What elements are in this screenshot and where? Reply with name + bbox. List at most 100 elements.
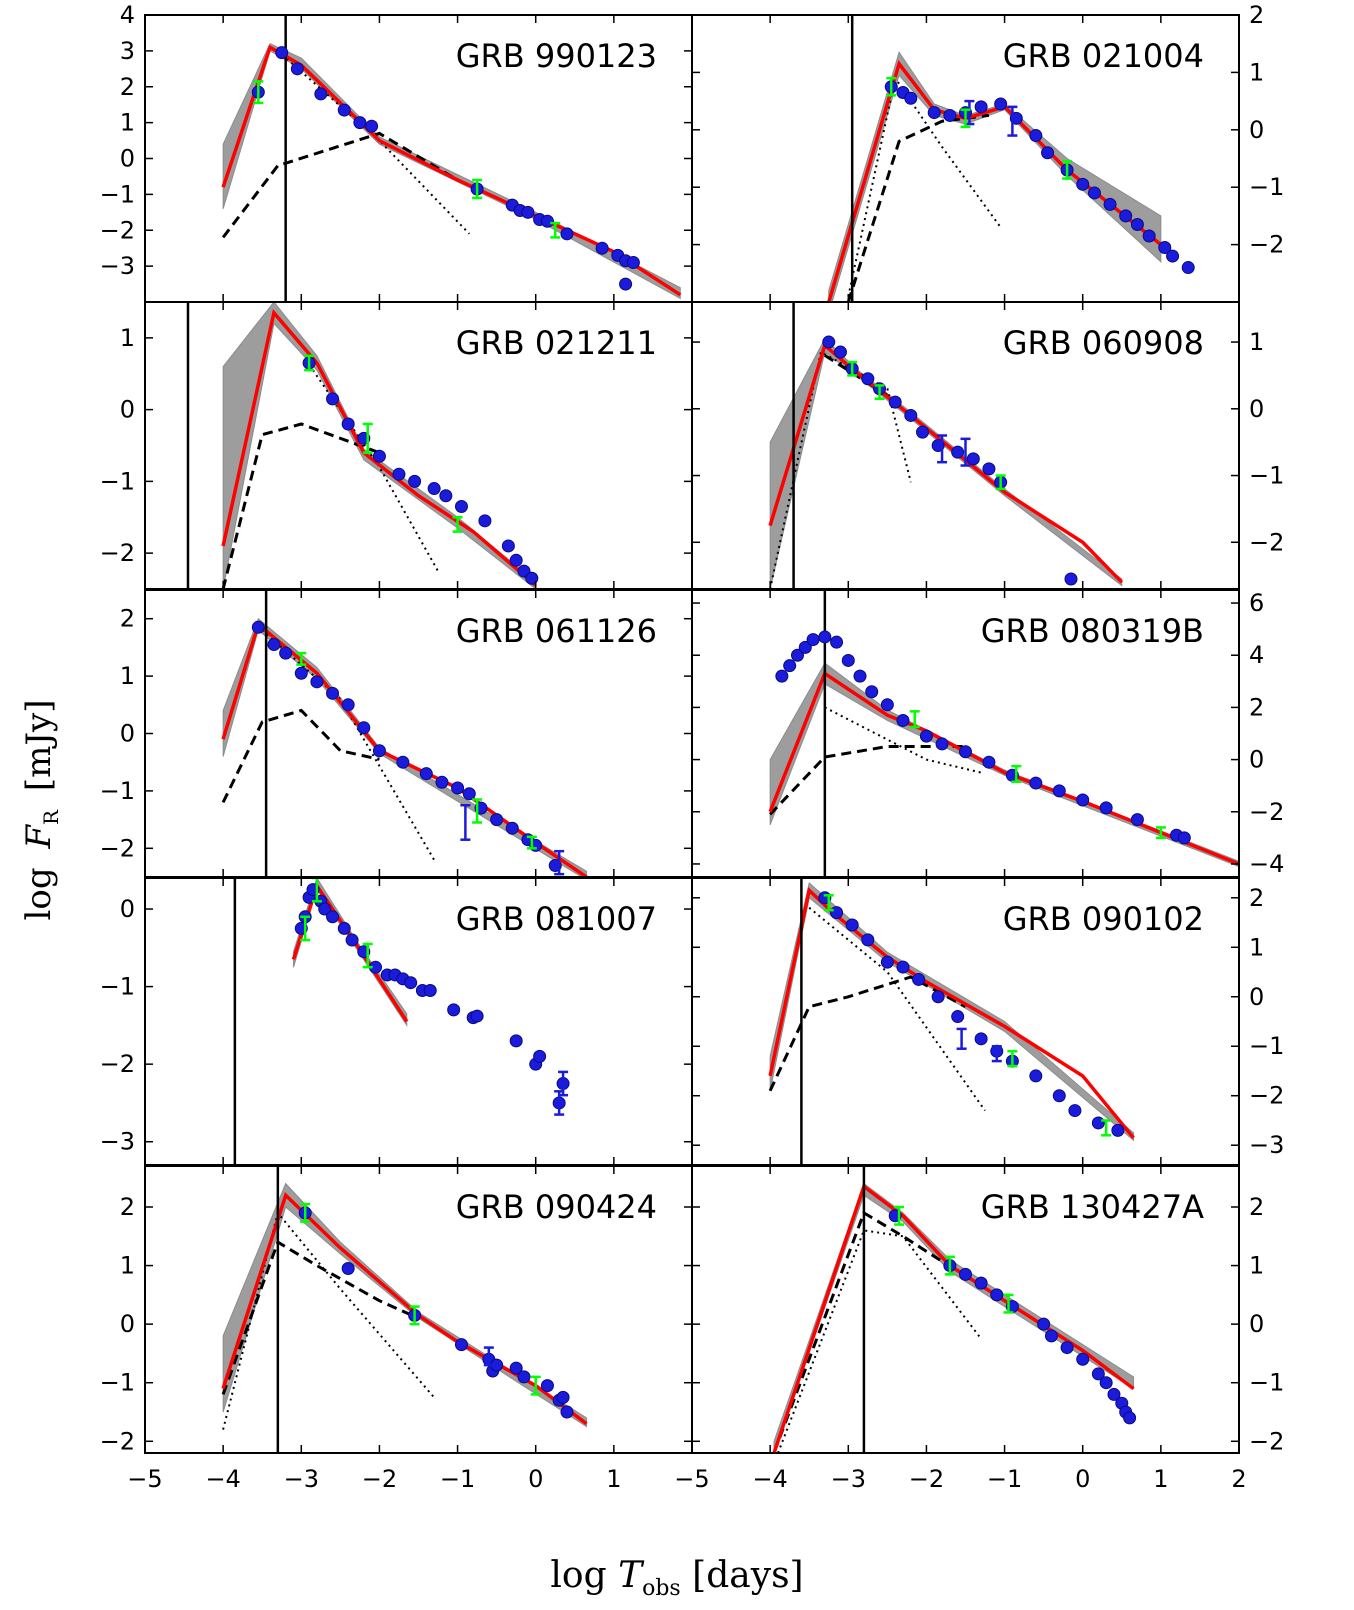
dashed-component-line [221,708,380,804]
data-point [830,635,844,649]
y-tick-label: −2 [1249,528,1284,556]
data-point [556,1390,570,1404]
panel-grb-021004: GRB 021004 −2 −1 0 1 2 [691,1,1284,303]
data-point [251,620,265,634]
data-point [560,227,574,241]
y-tick-label: 2 [120,73,135,101]
data-point [626,256,640,270]
plot-area [221,1166,588,1453]
y-tick-label: 1 [120,662,135,690]
x-tick-label: −2 [362,1465,397,1493]
data-point [1111,1123,1125,1137]
y-tick-label: −2 [100,834,135,862]
data-point [525,571,539,585]
data-point [326,686,340,700]
panel-grb-021211: GRB 021211 −2 −1 0 1 [100,301,693,590]
data-point [1068,1104,1082,1118]
data-point [326,392,340,406]
panel-title: GRB 021211 [456,324,657,362]
data-point [279,646,293,660]
data-point [1064,572,1078,586]
x-tick-label: −5 [127,1465,162,1493]
panel-grb-090102: GRB 090102 −3 −2 −1 0 1 2 [691,877,1284,1166]
y-tick-label: −1 [1249,173,1284,201]
data-point [959,745,972,759]
data-point [408,474,422,488]
data-point [462,787,476,801]
data-point [372,744,386,758]
panel-grb-080319b: GRB 080319B −4 −2 0 2 4 6 [691,589,1284,878]
data-point [830,906,844,920]
data-point [1029,776,1043,790]
y-tick-label: 1 [120,109,135,137]
data-point [357,721,371,735]
data-point [365,119,379,133]
best-fit-line [768,670,1239,866]
data-point [392,467,406,481]
data-point [326,910,340,924]
data-point [927,106,941,120]
data-point [490,813,504,827]
data-point [540,1379,554,1393]
data-point [404,976,418,990]
y-tick-label: 0 [120,396,135,424]
data-point [959,1267,972,1281]
y-tick-label: −2 [100,1050,135,1078]
data-point [439,489,453,503]
data-point [1130,218,1144,232]
data-point [423,983,437,997]
panel-title: GRB 021004 [1003,37,1204,75]
data-point [294,666,308,680]
data-point [353,116,367,130]
dashed-component-line [221,131,459,239]
data-point [861,372,875,386]
y-tick-label: 1 [120,324,135,352]
y-tick-label: −3 [100,252,135,280]
y-tick-label: 2 [120,1193,135,1221]
x-tick-label: 2 [1231,1465,1246,1493]
data-point [1091,1116,1105,1130]
y-tick-label: 1 [1249,328,1264,356]
data-point [931,990,945,1004]
panel-title: GRB 081007 [456,900,657,938]
y-tick-label: 0 [120,895,135,923]
data-point [470,1009,484,1023]
y-tick-label: −2 [100,539,135,567]
dotted-component-line [769,350,912,589]
best-fit-line [772,1183,1135,1453]
y-tick-label: −2 [100,216,135,244]
data-point [1052,784,1066,798]
data-point [1044,1329,1058,1343]
data-point [501,539,515,553]
data-point [822,335,836,349]
dotted-component-line [847,75,1002,297]
data-point [1181,261,1195,275]
y-tick-label: 0 [1249,746,1264,774]
data-point [966,452,980,466]
data-point [517,1370,531,1384]
y-tick-label: 1 [1249,1252,1264,1280]
data-point [982,462,996,476]
data-point [341,417,355,431]
data-point [451,781,465,795]
panel-grb-090424: GRB 090424 −2 −1 0 1 2 −5 −4 −3 −2 −1 0 1 [100,1165,693,1493]
data-point [1107,1387,1121,1401]
panel-title: GRB 130427A [981,1188,1204,1226]
panel-grb-061126: GRB 061126 −2 −1 0 1 2 [100,589,693,878]
data-point [290,62,304,76]
data-point [1029,129,1043,143]
y-tick-label: −1 [1249,1032,1284,1060]
data-point [540,214,554,228]
panel-title: GRB 060908 [1003,324,1204,362]
x-tick-label: 1 [1153,1465,1168,1493]
data-point [1037,1317,1051,1331]
data-point [521,205,535,219]
sample-band [222,43,681,300]
y-tick-label: 4 [1249,641,1264,669]
y-tick-label: −1 [100,467,135,495]
data-point [904,408,918,422]
data-point [982,755,996,769]
dotted-component-line [808,906,986,1112]
data-point [533,1049,547,1063]
data-point [1029,1069,1043,1083]
